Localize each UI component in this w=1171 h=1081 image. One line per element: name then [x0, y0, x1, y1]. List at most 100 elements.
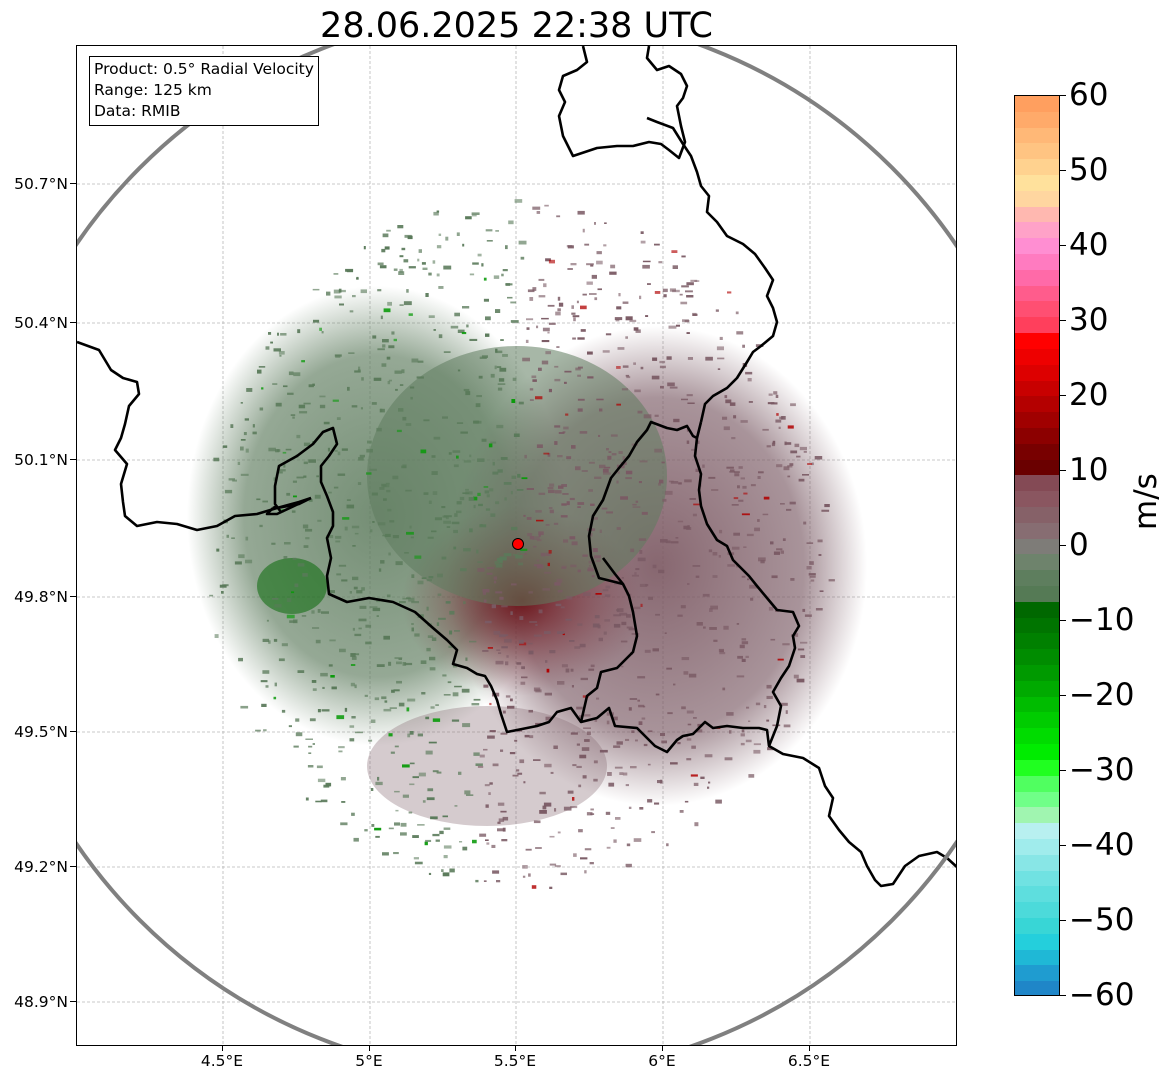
- echo-gate: [725, 399, 732, 404]
- echo-gate: [477, 492, 481, 496]
- echo-gate: [232, 479, 237, 482]
- echo-gate: [613, 614, 621, 617]
- echo-gate: [519, 759, 525, 764]
- echo-gate: [497, 802, 505, 806]
- echo-gate: [516, 662, 522, 665]
- echo-gate: [289, 620, 297, 623]
- echo-gate: [409, 731, 414, 735]
- echo-gate: [463, 548, 471, 552]
- echo-gate: [599, 749, 608, 753]
- echo-gate: [542, 588, 551, 591]
- echo-gate: [758, 471, 764, 474]
- echo-gate: [536, 539, 542, 542]
- echo-gate: [713, 639, 718, 642]
- echo-gate: [344, 707, 348, 712]
- echo-gate: [719, 529, 723, 534]
- echo-gate: [748, 774, 755, 778]
- radar-site-marker: [512, 538, 524, 550]
- echo-gate: [383, 308, 391, 313]
- echo-gate: [629, 319, 637, 323]
- echo-gate: [281, 709, 286, 713]
- echo-gate: [364, 829, 368, 832]
- echo-gate: [497, 828, 505, 832]
- echo-gate: [344, 526, 348, 531]
- echo-gate: [336, 715, 345, 720]
- echo-gate: [408, 266, 416, 269]
- echo-gate: [374, 697, 380, 701]
- echo-gate: [543, 283, 547, 288]
- echo-gate: [379, 265, 387, 269]
- echo-gate: [469, 528, 473, 533]
- colorbar-segment: [1015, 665, 1059, 682]
- echo-gate: [527, 289, 535, 293]
- echo-gate: [495, 660, 504, 665]
- echo-gate: [628, 707, 632, 711]
- echo-gate: [463, 601, 466, 605]
- echo-gate: [659, 479, 664, 484]
- echo-gate: [795, 633, 799, 637]
- echo-gate: [245, 536, 249, 541]
- echo-gate: [494, 580, 497, 584]
- echo-gate: [346, 499, 351, 501]
- echo-gate: [579, 643, 586, 648]
- echo-gate: [594, 476, 602, 479]
- echo-gate: [395, 388, 398, 391]
- echo-gate: [408, 313, 413, 316]
- echo-gate: [762, 513, 769, 516]
- echo-gate: [449, 630, 453, 635]
- echo-gate: [758, 557, 766, 562]
- colorbar-segment: [1015, 917, 1059, 935]
- echo-gate: [338, 564, 347, 567]
- echo-gate: [434, 517, 442, 521]
- echo-gate: [642, 264, 650, 269]
- echo-gate: [562, 633, 565, 636]
- echo-gate: [755, 702, 761, 706]
- echo-gate: [526, 327, 530, 330]
- echo-gate: [502, 710, 506, 714]
- echo-gate: [283, 463, 286, 468]
- echo-gate: [456, 422, 464, 424]
- echo-gate: [544, 631, 551, 634]
- radar-map[interactable]: [76, 45, 957, 1046]
- echo-gate: [691, 745, 696, 749]
- lat-tick: [70, 322, 76, 323]
- echo-gate: [319, 327, 322, 331]
- echo-gate: [498, 559, 503, 564]
- echo-gate: [483, 277, 487, 281]
- echo-gate: [423, 492, 429, 495]
- echo-gate: [750, 597, 754, 601]
- echo-gate: [333, 486, 339, 489]
- echo-gate: [381, 363, 387, 367]
- echo-gate: [412, 776, 419, 779]
- echo-gate: [479, 524, 487, 528]
- echo-gate: [270, 341, 273, 344]
- colorbar-segment: [1015, 586, 1059, 603]
- echo-gate: [414, 861, 423, 865]
- echo-gate: [244, 418, 249, 421]
- echo-gate: [445, 516, 449, 520]
- echo-gate: [532, 206, 541, 210]
- echo-gate: [396, 429, 402, 433]
- echo-gate: [735, 311, 739, 315]
- echo-gate: [303, 442, 311, 447]
- echo-gate: [293, 745, 299, 748]
- echo-gate: [539, 810, 547, 814]
- colorbar-tick-label: −10: [1069, 602, 1135, 638]
- colorbar-segment: [1015, 680, 1059, 698]
- echo-gate: [311, 610, 315, 614]
- echo-gate: [679, 810, 684, 813]
- echo-gate: [349, 738, 355, 742]
- echo-gate: [442, 815, 448, 818]
- echo-gate: [548, 388, 552, 393]
- echo-gate: [301, 360, 305, 363]
- echo-gate: [798, 478, 805, 482]
- echo-gate: [290, 414, 296, 416]
- echo-gate: [561, 565, 567, 569]
- echo-gate: [389, 707, 397, 709]
- echo-gate: [500, 457, 508, 460]
- echo-gate: [338, 746, 345, 749]
- echo-gate: [793, 674, 799, 679]
- echo-gate: [658, 482, 661, 486]
- echo-gate: [670, 762, 678, 765]
- info-product: Product: 0.5° Radial Velocity: [94, 60, 314, 78]
